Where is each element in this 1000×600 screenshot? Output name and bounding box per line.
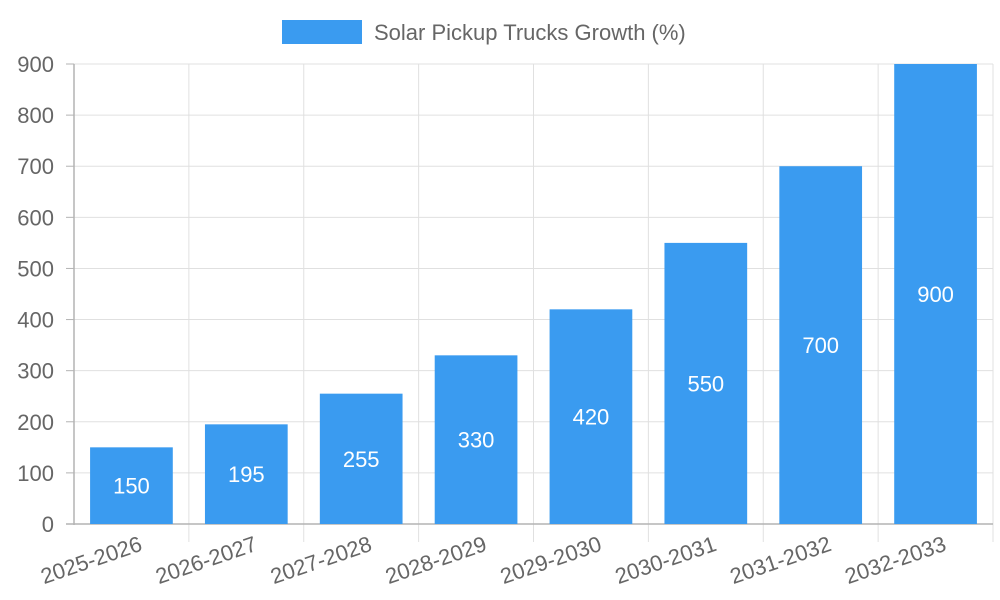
x-tick-label: 2027-2028 bbox=[267, 531, 375, 589]
data-label-2026-2027: 195 bbox=[228, 462, 265, 487]
y-tick-label: 500 bbox=[17, 256, 54, 281]
y-tick-label: 0 bbox=[42, 512, 54, 537]
bar-2027-2028 bbox=[319, 393, 403, 524]
bar-2028-2029 bbox=[434, 355, 518, 524]
gridlines bbox=[74, 63, 994, 524]
x-tick-label: 2028-2029 bbox=[382, 531, 490, 589]
y-tick-label: 800 bbox=[17, 103, 54, 128]
bar-2030-2031 bbox=[664, 242, 748, 524]
x-tick-label: 2029-2030 bbox=[497, 531, 605, 589]
x-tick-label: 2025-2026 bbox=[37, 531, 145, 589]
bar-2031-2032 bbox=[779, 166, 863, 524]
data-label-2032-2033: 900 bbox=[917, 282, 954, 307]
bar-2025-2026 bbox=[90, 447, 173, 524]
y-tick-label: 400 bbox=[17, 308, 54, 333]
data-labels: 150 195 255 330 420 550 700 900 bbox=[113, 282, 954, 499]
legend[interactable]: Solar Pickup Trucks Growth (%) bbox=[282, 20, 686, 45]
legend-label: Solar Pickup Trucks Growth (%) bbox=[374, 20, 686, 45]
x-tick-label: 2031-2032 bbox=[727, 531, 835, 589]
data-label-2031-2032: 700 bbox=[802, 333, 839, 358]
x-tick-label: 2026-2027 bbox=[152, 531, 260, 589]
data-label-2027-2028: 255 bbox=[343, 447, 380, 472]
x-tick-label: 2032-2033 bbox=[842, 531, 950, 589]
bar-2029-2030 bbox=[549, 309, 633, 524]
y-tick-label: 100 bbox=[17, 461, 54, 486]
bar-2032-2033 bbox=[894, 64, 977, 524]
data-label-2025-2026: 150 bbox=[113, 474, 150, 499]
legend-swatch bbox=[282, 20, 362, 44]
y-tick-label: 900 bbox=[17, 52, 54, 77]
data-label-2030-2031: 550 bbox=[687, 371, 724, 396]
x-tick-label: 2030-2031 bbox=[612, 531, 720, 589]
y-tick-label: 300 bbox=[17, 359, 54, 384]
y-axis-ticks: 0 100 200 300 400 500 600 700 800 900 bbox=[17, 52, 54, 537]
y-tick-label: 600 bbox=[17, 205, 54, 230]
bars bbox=[90, 64, 977, 524]
data-label-2029-2030: 420 bbox=[573, 405, 610, 430]
y-tick-label: 700 bbox=[17, 154, 54, 179]
bar-2026-2027 bbox=[204, 424, 288, 524]
x-axis-ticks: 2025-2026 2026-2027 2027-2028 2028-2029 2029… bbox=[37, 531, 949, 589]
data-label-2028-2029: 330 bbox=[458, 428, 495, 453]
y-tick-label: 200 bbox=[17, 410, 54, 435]
